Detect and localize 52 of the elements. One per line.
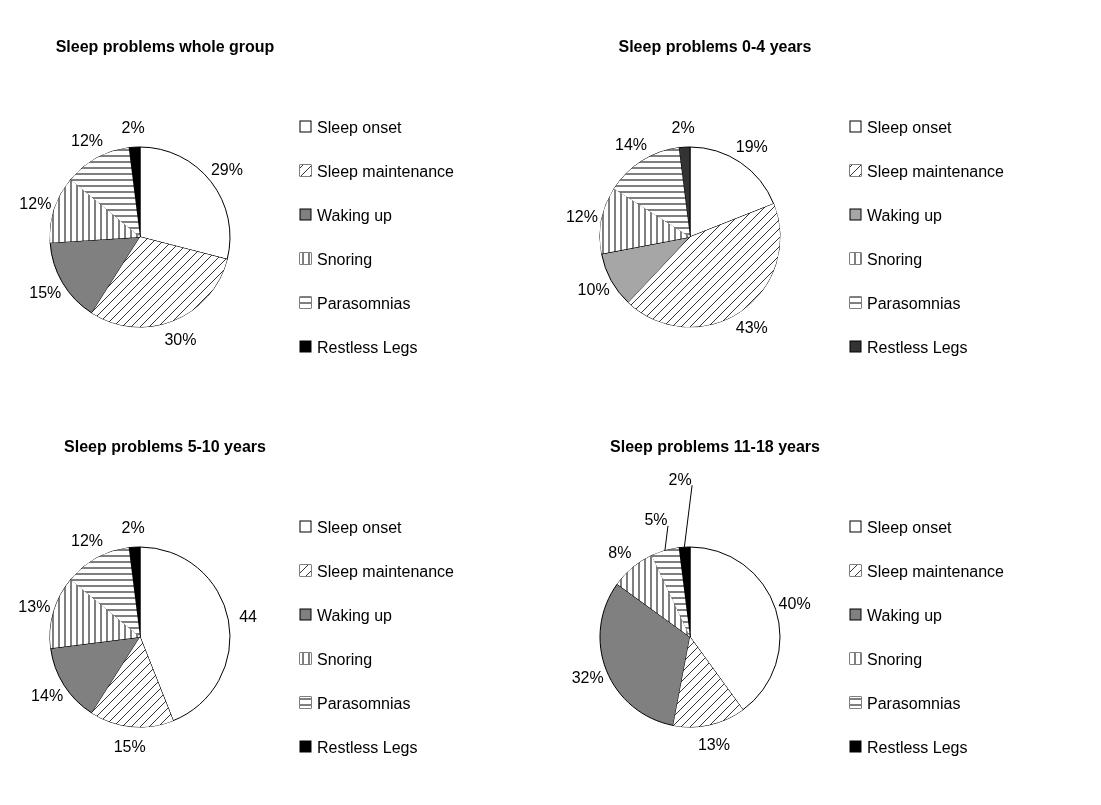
data-label: 40%: [778, 594, 811, 612]
legend-label: Waking up: [867, 606, 943, 624]
data-label: 44: [239, 607, 258, 625]
legend-label: Waking up: [317, 206, 393, 224]
legend-label: Sleep maintenance: [867, 162, 1005, 180]
data-label: 2%: [671, 118, 695, 136]
legend-label: Restless Legs: [317, 338, 418, 356]
data-label: 2%: [668, 470, 692, 488]
legend-label: Sleep maintenance: [317, 162, 455, 180]
data-label: 29%: [210, 161, 243, 179]
legend-label: Sleep onset: [867, 118, 953, 136]
data-label: 15%: [113, 738, 146, 756]
legend-label: Sleep maintenance: [867, 562, 1005, 580]
legend-label: Snoring: [317, 250, 373, 268]
data-label: 10%: [577, 281, 610, 299]
data-label: 19%: [735, 137, 768, 155]
chart-title: Sleep problems 11-18 years: [610, 438, 821, 455]
chart-title: Sleep problems 0-4 years: [618, 38, 812, 55]
data-label: 30%: [164, 330, 197, 348]
legend-label: Snoring: [317, 650, 373, 668]
legend-label: Sleep onset: [317, 118, 403, 136]
data-label: 2%: [121, 118, 145, 136]
data-label: 12%: [565, 207, 598, 225]
chart-title: Sleep problems 5-10 years: [64, 438, 267, 455]
data-label: 14%: [615, 135, 648, 153]
legend-label: Sleep maintenance: [317, 562, 455, 580]
data-label: 12%: [70, 132, 104, 150]
legend-label: Waking up: [867, 206, 943, 224]
data-label: 13%: [697, 735, 731, 753]
data-label: 43%: [735, 319, 768, 337]
data-label: 8%: [608, 543, 632, 561]
legend-label: Restless Legs: [867, 738, 968, 756]
legend-label: Restless Legs: [317, 738, 418, 756]
legend-label: Parasomnias: [867, 294, 961, 312]
data-label: 13%: [18, 597, 51, 615]
data-label: 12%: [19, 194, 52, 212]
legend-label: Parasomnias: [317, 294, 411, 312]
chart-title: Sleep problems whole group: [55, 38, 275, 55]
data-label: 5%: [644, 511, 668, 529]
legend-label: Sleep onset: [317, 518, 403, 536]
data-label: 15%: [29, 284, 62, 302]
legend-label: Restless Legs: [867, 338, 968, 356]
legend-label: Snoring: [867, 650, 923, 668]
legend-label: Parasomnias: [317, 694, 411, 712]
data-label: 2%: [121, 518, 145, 536]
legend-label: Parasomnias: [867, 694, 961, 712]
data-label: 12%: [70, 532, 104, 550]
legend-label: Snoring: [867, 250, 923, 268]
data-label: 32%: [571, 668, 604, 686]
legend-label: Sleep onset: [867, 518, 953, 536]
data-label: 14%: [31, 687, 64, 705]
legend-label: Waking up: [317, 606, 393, 624]
